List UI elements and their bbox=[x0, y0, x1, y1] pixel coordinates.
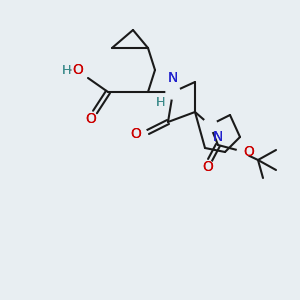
Text: O: O bbox=[85, 112, 96, 126]
Text: O: O bbox=[202, 160, 213, 174]
Circle shape bbox=[166, 85, 180, 99]
Text: O: O bbox=[243, 145, 254, 159]
Circle shape bbox=[202, 161, 214, 173]
Text: N: N bbox=[213, 130, 224, 144]
Text: O: O bbox=[202, 160, 213, 174]
Text: O: O bbox=[73, 63, 83, 77]
Text: N: N bbox=[213, 130, 224, 144]
Text: H: H bbox=[61, 64, 71, 76]
Text: O: O bbox=[73, 63, 83, 77]
Text: O: O bbox=[243, 145, 254, 159]
Text: N: N bbox=[168, 71, 178, 85]
Text: H: H bbox=[155, 95, 165, 109]
Text: N: N bbox=[168, 71, 178, 85]
Circle shape bbox=[237, 146, 249, 158]
Text: H: H bbox=[61, 64, 71, 76]
Circle shape bbox=[135, 128, 147, 140]
Text: O: O bbox=[85, 112, 96, 126]
Circle shape bbox=[203, 118, 217, 132]
Text: O: O bbox=[130, 127, 141, 141]
Text: O: O bbox=[130, 127, 141, 141]
Text: H: H bbox=[155, 95, 165, 109]
Circle shape bbox=[85, 113, 97, 125]
Circle shape bbox=[72, 64, 84, 76]
